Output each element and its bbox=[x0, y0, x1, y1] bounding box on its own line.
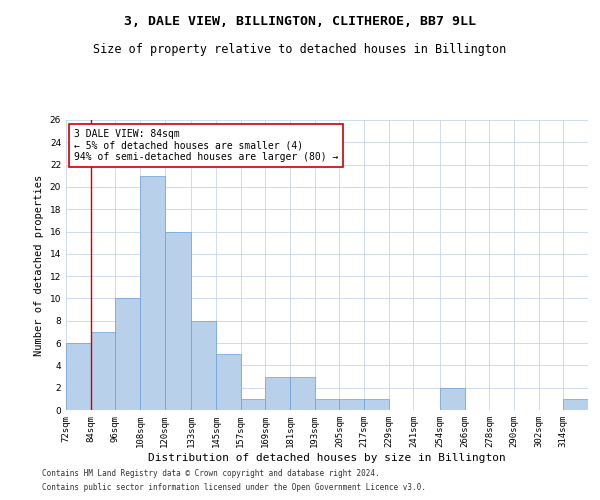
Bar bbox=[314, 399, 340, 410]
Bar bbox=[91, 332, 115, 410]
Text: 3 DALE VIEW: 84sqm
← 5% of detached houses are smaller (4)
94% of semi-detached : 3 DALE VIEW: 84sqm ← 5% of detached hous… bbox=[74, 128, 338, 162]
X-axis label: Distribution of detached houses by size in Billington: Distribution of detached houses by size … bbox=[148, 452, 506, 462]
Bar bbox=[140, 176, 164, 410]
Bar bbox=[290, 376, 314, 410]
Y-axis label: Number of detached properties: Number of detached properties bbox=[34, 174, 44, 356]
Bar bbox=[563, 399, 588, 410]
Bar bbox=[115, 298, 140, 410]
Text: Contains HM Land Registry data © Crown copyright and database right 2024.: Contains HM Land Registry data © Crown c… bbox=[42, 468, 380, 477]
Bar bbox=[191, 321, 216, 410]
Text: Contains public sector information licensed under the Open Government Licence v3: Contains public sector information licen… bbox=[42, 484, 426, 492]
Bar bbox=[265, 376, 290, 410]
Bar bbox=[340, 399, 364, 410]
Bar bbox=[66, 343, 91, 410]
Text: Size of property relative to detached houses in Billington: Size of property relative to detached ho… bbox=[94, 42, 506, 56]
Text: 3, DALE VIEW, BILLINGTON, CLITHEROE, BB7 9LL: 3, DALE VIEW, BILLINGTON, CLITHEROE, BB7… bbox=[124, 15, 476, 28]
Bar bbox=[216, 354, 241, 410]
Bar bbox=[241, 399, 265, 410]
Bar bbox=[364, 399, 389, 410]
Bar bbox=[440, 388, 464, 410]
Bar bbox=[164, 232, 191, 410]
